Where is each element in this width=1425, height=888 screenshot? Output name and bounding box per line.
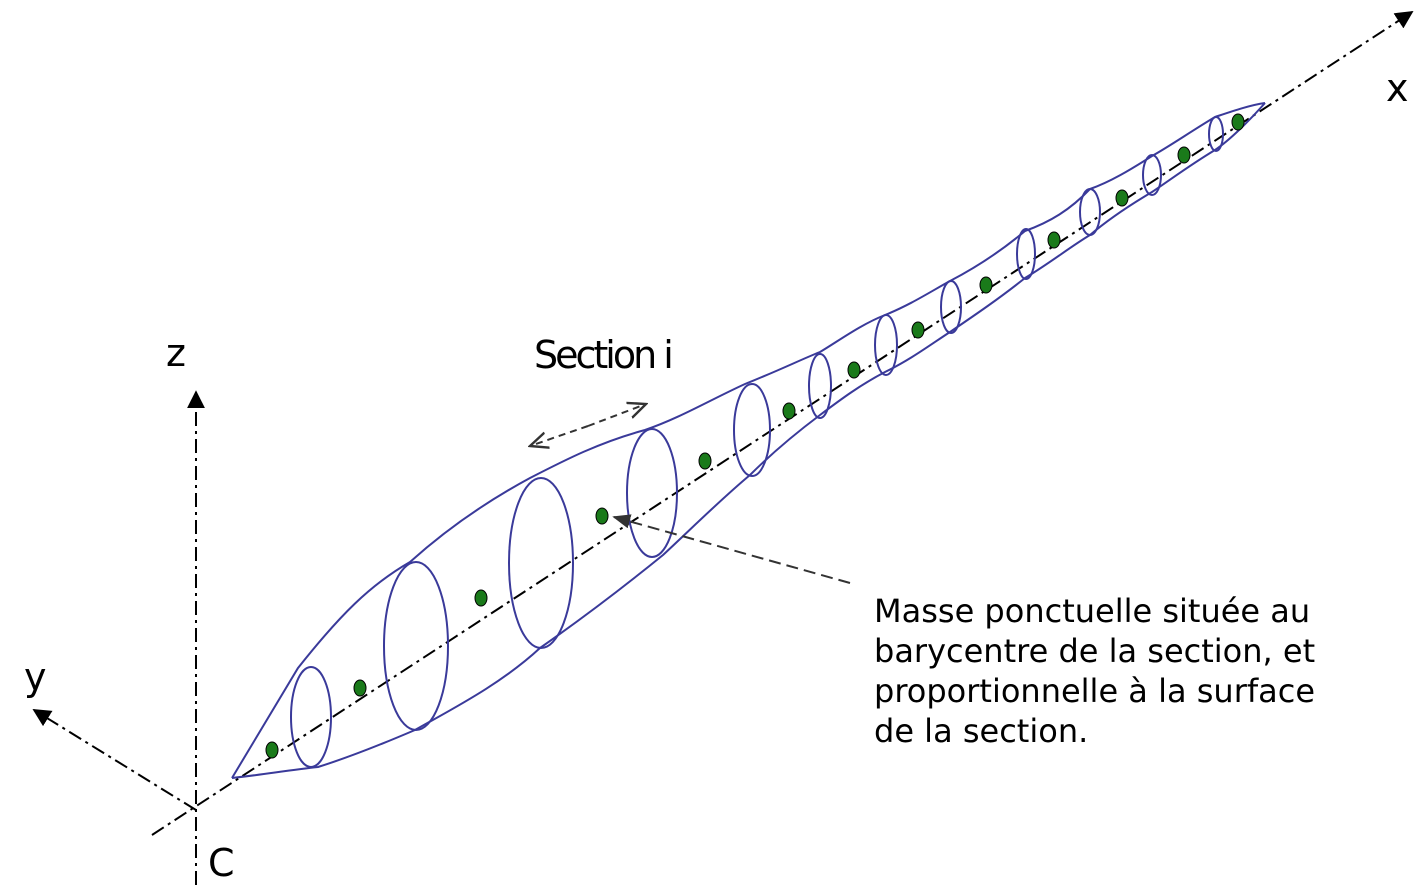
section-ellipse (733, 383, 771, 477)
section-ellipse (1016, 228, 1036, 280)
annotation-line: barycentre de la section, et (874, 632, 1315, 670)
point-mass-dot (911, 321, 925, 339)
section-ellipse (940, 280, 962, 334)
section-ellipse (383, 561, 449, 731)
point-mass-dot (1231, 113, 1245, 131)
section-ellipse (1142, 154, 1162, 196)
point-mass-dot (979, 276, 993, 294)
annotation-leader-line (612, 514, 851, 584)
section-ellipse (808, 353, 832, 419)
point-mass-dot (353, 679, 367, 697)
section-ellipse (1079, 188, 1101, 236)
section-ellipses (290, 116, 1224, 768)
point-mass-dot (782, 402, 796, 420)
section-ellipse (290, 666, 332, 768)
x-axis-line (151, 11, 1414, 836)
annotation-line: de la section. (874, 712, 1088, 750)
blade-outline-bottom (231, 102, 1266, 779)
point-mass-dot (1047, 231, 1061, 249)
point-mass-dot (1177, 146, 1191, 164)
point-mass-dot (474, 589, 488, 607)
origin-label: C (208, 841, 235, 885)
point-mass-dot (847, 361, 861, 379)
annotation-line: Masse ponctuelle située au (874, 592, 1310, 630)
section-ellipse (874, 314, 898, 376)
section-label: Section i (534, 333, 671, 377)
coordinate-axes: x y z C (24, 11, 1414, 885)
blade-outline-top (231, 102, 1266, 779)
point-mass-dot (1115, 189, 1129, 207)
x-axis-label: x (1386, 66, 1409, 110)
mass-annotation: Masse ponctuelle située au barycentre de… (612, 514, 1315, 750)
y-axis-line (32, 709, 197, 811)
point-mass-dot (265, 741, 279, 759)
section-width-arrow (530, 425, 589, 446)
z-axis-label: z (166, 331, 186, 375)
annotation-line: proportionnelle à la surface (874, 672, 1315, 710)
section-ellipse (626, 428, 678, 558)
y-axis-label: y (24, 655, 47, 699)
section-indicator: Section i (530, 333, 674, 446)
section-ellipse (1208, 116, 1224, 152)
section-width-arrow (587, 404, 646, 427)
point-mass-dot (698, 452, 712, 470)
section-ellipse (508, 477, 574, 649)
point-mass-dot (595, 507, 609, 525)
point-masses (265, 113, 1245, 759)
